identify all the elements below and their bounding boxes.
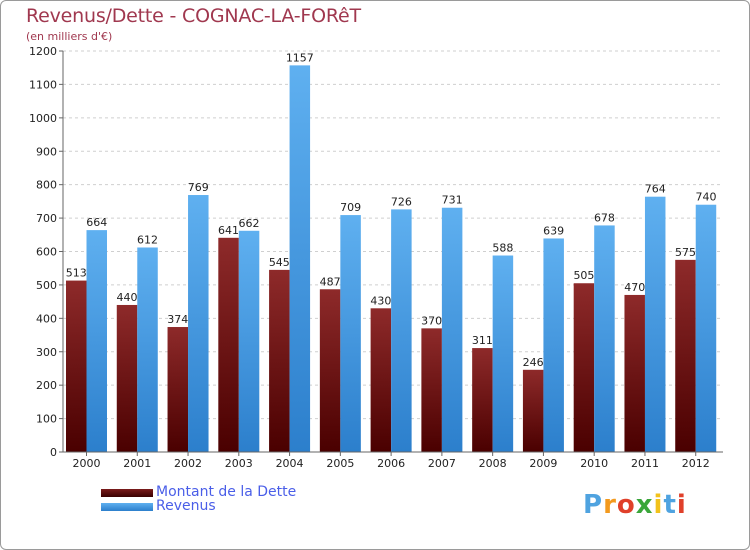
chart-title: Revenus/Dette - COGNAC-LA-FORêT bbox=[26, 5, 361, 27]
y-tick-label: 500 bbox=[36, 279, 57, 292]
bar-revenus bbox=[441, 207, 463, 452]
legend-swatch-dette bbox=[101, 489, 153, 497]
data-label-revenus: 769 bbox=[188, 181, 209, 194]
data-label-dette: 370 bbox=[421, 314, 442, 327]
y-tick-label: 300 bbox=[36, 346, 57, 359]
bar-dette bbox=[116, 304, 138, 452]
x-tick-label: 2006 bbox=[377, 457, 405, 470]
bar-revenus bbox=[86, 230, 107, 452]
axis-layer: 0 100 200 300 400 500 600 700 800 900 1000 1100 1200… bbox=[29, 45, 723, 470]
y-tick-label: 0 bbox=[50, 446, 57, 459]
y-tick-label: 200 bbox=[36, 379, 57, 392]
y-tick-label: 100 bbox=[36, 413, 57, 426]
x-tick-label: 2000 bbox=[73, 457, 101, 470]
x-tick-label: 2007 bbox=[428, 457, 456, 470]
x-tick-label: 2004 bbox=[276, 457, 304, 470]
bar-revenus bbox=[695, 204, 717, 452]
y-tick-label: 1200 bbox=[29, 45, 57, 58]
y-tick-label: 1000 bbox=[29, 112, 57, 125]
bar-dette bbox=[167, 327, 189, 452]
logo-letter: t bbox=[663, 490, 677, 520]
x-tick-label: 2010 bbox=[580, 457, 608, 470]
bar-dette bbox=[269, 269, 290, 452]
legend-swatch-revenus bbox=[101, 503, 153, 511]
logo-letter: P bbox=[583, 490, 604, 520]
bar-dette bbox=[624, 294, 645, 452]
legend-label-revenus: Revenus bbox=[156, 498, 216, 514]
data-label-dette: 513 bbox=[66, 267, 87, 280]
bar-revenus bbox=[391, 209, 412, 452]
y-tick-label: 700 bbox=[36, 212, 57, 225]
bar-dette bbox=[218, 237, 239, 452]
data-label-revenus: 662 bbox=[239, 217, 260, 230]
data-label-dette: 505 bbox=[573, 269, 594, 282]
bar-revenus bbox=[543, 238, 564, 452]
bar-revenus bbox=[594, 225, 615, 452]
data-label-dette: 311 bbox=[472, 334, 493, 347]
data-label-dette: 641 bbox=[218, 224, 239, 237]
bar-dette bbox=[66, 280, 87, 452]
data-label-revenus: 639 bbox=[543, 224, 564, 237]
data-label-dette: 440 bbox=[117, 291, 138, 304]
y-tick-label: 400 bbox=[36, 312, 57, 325]
data-label-dette: 470 bbox=[624, 281, 645, 294]
bar-revenus bbox=[188, 195, 209, 453]
chart-subtitle: (en milliers d'€) bbox=[26, 30, 113, 43]
data-label-revenus: 764 bbox=[645, 183, 666, 196]
logo-letter: x bbox=[635, 490, 654, 520]
x-tick-label: 2005 bbox=[326, 457, 354, 470]
data-label-dette: 246 bbox=[523, 356, 544, 369]
x-tick-label: 2008 bbox=[479, 457, 507, 470]
logo-letter: i bbox=[653, 490, 664, 520]
legend-label-dette: Montant de la Dette bbox=[156, 484, 297, 500]
bars-layer bbox=[66, 65, 717, 453]
logo-letter: r bbox=[603, 490, 617, 520]
bar-dette bbox=[522, 369, 544, 452]
bar-revenus bbox=[289, 65, 311, 452]
y-tick-label: 800 bbox=[36, 179, 57, 192]
data-label-dette: 545 bbox=[269, 256, 290, 269]
data-label-revenus: 588 bbox=[492, 242, 513, 255]
proxiti-logo: Proxiti bbox=[583, 490, 687, 520]
data-label-dette: 430 bbox=[370, 294, 391, 307]
y-tick-label: 1100 bbox=[29, 78, 57, 91]
x-tick-label: 2002 bbox=[174, 457, 202, 470]
data-label-revenus: 726 bbox=[391, 195, 412, 208]
x-tick-label: 2001 bbox=[123, 457, 151, 470]
data-label-dette: 575 bbox=[675, 246, 696, 259]
bar-dette bbox=[370, 308, 392, 452]
bar-dette bbox=[421, 328, 442, 452]
bar-dette bbox=[472, 348, 493, 452]
data-label-revenus: 612 bbox=[137, 233, 158, 246]
y-tick-label: 900 bbox=[36, 145, 57, 158]
bar-revenus bbox=[340, 215, 361, 452]
x-tick-label: 2012 bbox=[682, 457, 710, 470]
data-label-dette: 487 bbox=[320, 275, 341, 288]
data-label-revenus: 1157 bbox=[286, 51, 314, 64]
data-label-revenus: 678 bbox=[594, 211, 615, 224]
data-label-dette: 374 bbox=[167, 313, 188, 326]
x-tick-label: 2003 bbox=[225, 457, 253, 470]
bar-dette bbox=[573, 283, 595, 452]
x-tick-label: 2009 bbox=[529, 457, 557, 470]
y-tick-label: 600 bbox=[36, 246, 57, 259]
logo-letter: o bbox=[616, 490, 636, 520]
data-label-revenus: 664 bbox=[86, 216, 107, 229]
data-label-revenus: 731 bbox=[442, 194, 463, 207]
data-label-revenus: 740 bbox=[695, 191, 716, 204]
bar-dette bbox=[675, 259, 696, 452]
bar-revenus bbox=[238, 230, 260, 452]
bar-revenus bbox=[644, 196, 666, 452]
bar-revenus bbox=[137, 247, 158, 452]
data-label-revenus: 709 bbox=[340, 201, 361, 214]
bar-dette bbox=[319, 289, 341, 452]
bar-revenus bbox=[492, 255, 514, 452]
logo-letter: i bbox=[676, 490, 687, 520]
x-tick-label: 2011 bbox=[631, 457, 659, 470]
